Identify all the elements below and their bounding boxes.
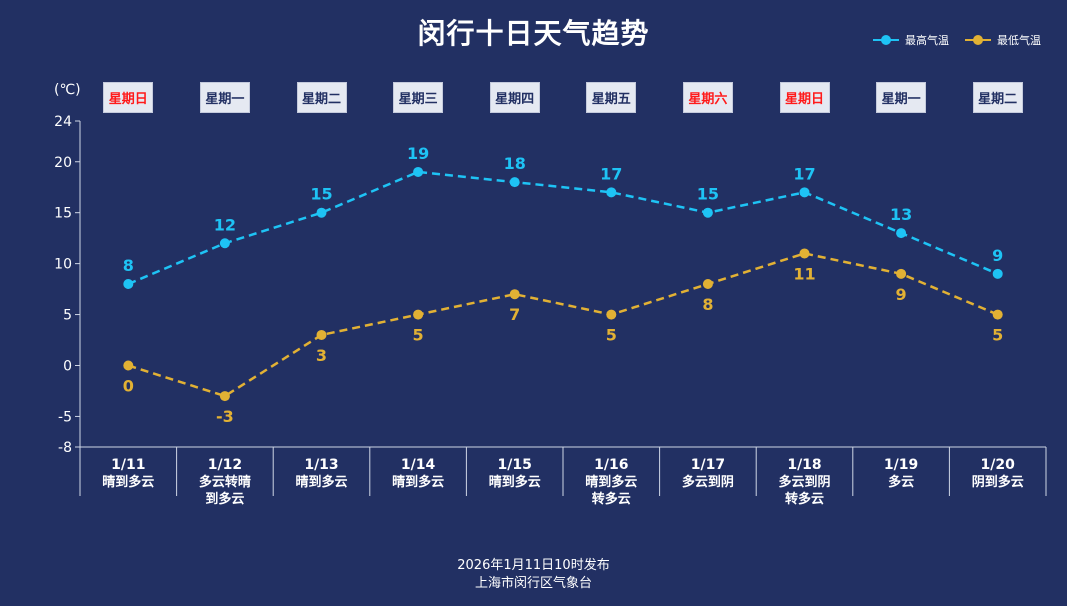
date-label: 1/20 xyxy=(981,457,1016,473)
low-temp-label: 5 xyxy=(606,326,617,345)
legend-item-high[interactable]: 最高气温 xyxy=(873,32,949,48)
high-temp-label: 17 xyxy=(600,164,622,183)
y-tick-label: 5 xyxy=(63,308,72,324)
weather-label: 转多云 xyxy=(592,491,631,507)
y-tick-label: -8 xyxy=(58,440,72,456)
y-tick-label: -5 xyxy=(58,409,72,425)
high-temp-label: 12 xyxy=(214,215,236,234)
weekday-badge: 星期日 xyxy=(779,82,830,113)
weekday-badge: 星期二 xyxy=(296,82,347,113)
low-temp-label: 11 xyxy=(793,264,815,283)
weekday-badge: 星期日 xyxy=(103,82,154,113)
weekday-badge: 星期一 xyxy=(199,82,250,113)
date-label: 1/15 xyxy=(498,457,532,473)
high-temp-label: 9 xyxy=(992,246,1003,265)
legend-item-low[interactable]: 最低气温 xyxy=(965,32,1041,48)
date-label: 1/11 xyxy=(111,457,145,473)
weather-label: 晴到多云 xyxy=(585,474,637,490)
high-temp-point xyxy=(316,207,327,218)
weather-label: 到多云 xyxy=(205,491,244,507)
y-tick-label: 20 xyxy=(54,155,72,171)
low-temp-point xyxy=(413,309,424,320)
high-temp-line xyxy=(127,170,999,286)
date-label: 1/17 xyxy=(691,457,725,473)
weather-label: 转多云 xyxy=(785,491,824,507)
high-temp-label: 15 xyxy=(697,185,719,204)
high-temp-point xyxy=(799,187,810,198)
high-temp-point xyxy=(606,187,617,198)
high-temp-point xyxy=(413,166,424,177)
weather-label: 晴到多云 xyxy=(102,474,154,490)
weekday-badge: 星期三 xyxy=(393,82,444,113)
high-temp-label: 18 xyxy=(504,154,526,173)
weekday-badge: 星期五 xyxy=(586,82,637,113)
y-tick-label: 0 xyxy=(63,359,72,375)
weather-label: 多云转晴 xyxy=(199,474,251,490)
low-temp-point xyxy=(509,289,520,300)
low-temp-label: 0 xyxy=(123,377,134,396)
weather-label: 阴到多云 xyxy=(972,474,1024,490)
low-temp-label: 8 xyxy=(702,295,713,314)
date-label: 1/18 xyxy=(787,457,821,473)
low-temp-point xyxy=(219,391,230,402)
low-temp-label: 7 xyxy=(509,305,520,324)
weekday-badge: 星期四 xyxy=(489,82,540,113)
footer: 2026年1月11日10时发布 上海市闵行区气象台 xyxy=(0,557,1067,593)
date-label: 1/12 xyxy=(208,457,242,473)
y-tick-label: 24 xyxy=(54,114,72,130)
low-temp-line xyxy=(127,252,999,398)
legend-high-symbol xyxy=(873,35,899,45)
weather-label: 晴到多云 xyxy=(489,474,541,490)
weather-label: 多云到阴 xyxy=(682,474,734,490)
high-temp-label: 8 xyxy=(123,256,134,275)
chart-title: 闵行十日天气趋势 xyxy=(417,17,650,50)
y-axis-unit: (℃) xyxy=(54,82,81,98)
date-label: 1/14 xyxy=(401,457,436,473)
high-temp-label: 17 xyxy=(793,164,815,183)
high-temp-point xyxy=(219,238,230,249)
weather-label: 晴到多云 xyxy=(392,474,444,490)
date-label: 1/13 xyxy=(304,457,338,473)
high-temp-point xyxy=(702,207,713,218)
low-temp-point xyxy=(606,309,617,320)
low-temp-point xyxy=(316,329,327,340)
high-temp-label: 19 xyxy=(407,144,429,163)
low-temp-point xyxy=(799,248,810,259)
weekday-badge: 星期二 xyxy=(972,82,1023,113)
legend-high-label: 最高气温 xyxy=(905,34,949,47)
low-temp-label: 5 xyxy=(413,326,424,345)
weekday-badge: 星期一 xyxy=(876,82,927,113)
low-temp-label: 3 xyxy=(316,346,327,365)
weather-label: 晴到多云 xyxy=(295,474,347,490)
publish-time: 2026年1月11日10时发布 xyxy=(457,558,610,573)
weather-label: 多云到阴 xyxy=(778,474,830,490)
high-temp-point xyxy=(123,279,134,289)
publisher: 上海市闵行区气象台 xyxy=(474,576,592,591)
low-temp-label: 9 xyxy=(896,285,907,304)
high-temp-label: 13 xyxy=(890,205,912,224)
low-temp-label: -3 xyxy=(216,407,234,426)
low-temp-point xyxy=(896,268,907,279)
low-temp-label: 5 xyxy=(992,326,1003,345)
weather-label: 多云 xyxy=(888,474,914,490)
date-label: 1/16 xyxy=(594,457,628,473)
y-tick-label: 15 xyxy=(54,206,72,222)
weekday-badge: 星期六 xyxy=(682,82,733,113)
legend: 最高气温 最低气温 xyxy=(873,32,1041,48)
high-temp-label: 15 xyxy=(310,185,332,204)
y-tick-label: 10 xyxy=(54,257,72,273)
legend-low-label: 最低气温 xyxy=(997,34,1041,47)
high-temp-point xyxy=(509,177,520,188)
low-temp-point xyxy=(123,360,134,371)
legend-low-symbol xyxy=(965,35,991,45)
high-temp-point xyxy=(992,268,1003,279)
low-temp-point xyxy=(992,309,1003,320)
high-temp-point xyxy=(896,228,907,239)
low-temp-point xyxy=(702,279,713,289)
date-label: 1/19 xyxy=(884,457,918,473)
